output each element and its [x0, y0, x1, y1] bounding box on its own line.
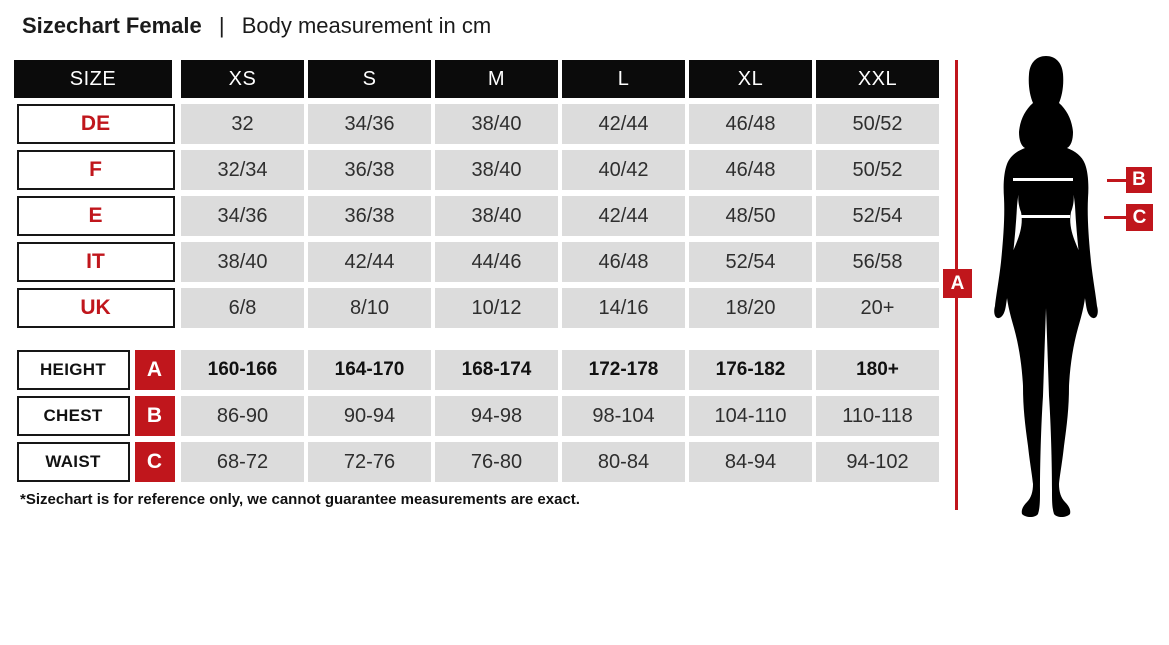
- cell-f-s: 36/38: [308, 150, 431, 190]
- cell-e-xl: 48/50: [689, 196, 812, 236]
- cell-f-xs: 32/34: [181, 150, 304, 190]
- column-header-xl: XL: [689, 60, 812, 98]
- cell-uk-xxl: 20+: [816, 288, 939, 328]
- cell-height-xs: 160-166: [181, 350, 304, 390]
- cell-waist-xl: 84-94: [689, 442, 812, 482]
- cell-height-xl: 176-182: [689, 350, 812, 390]
- row-label-it: IT: [16, 242, 175, 282]
- row-label-waist: WAIST C: [16, 442, 175, 482]
- waist-marker-connector: [1104, 216, 1127, 219]
- column-header-l: L: [562, 60, 685, 98]
- marker-c-badge: C: [134, 442, 175, 482]
- cell-chest-xxl: 110-118: [816, 396, 939, 436]
- cell-chest-m: 94-98: [435, 396, 558, 436]
- cell-e-m: 38/40: [435, 196, 558, 236]
- marker-a-badge: A: [134, 350, 175, 390]
- cell-chest-s: 90-94: [308, 396, 431, 436]
- diagram-marker-c: C: [1126, 204, 1153, 231]
- row-label-height: HEIGHT A: [16, 350, 175, 390]
- cell-it-l: 46/48: [562, 242, 685, 282]
- cell-height-s: 164-170: [308, 350, 431, 390]
- diagram-marker-b: B: [1126, 167, 1152, 193]
- column-header-xxl: XXL: [816, 60, 939, 98]
- cell-f-xxl: 50/52: [816, 150, 939, 190]
- waist-measure-line: [1017, 215, 1070, 218]
- cell-e-l: 42/44: [562, 196, 685, 236]
- title-subtitle: Body measurement in cm: [241, 13, 492, 38]
- row-label-de: DE: [16, 104, 175, 144]
- cell-it-xl: 52/54: [689, 242, 812, 282]
- cell-de-m: 38/40: [435, 104, 558, 144]
- cell-de-xs: 32: [181, 104, 304, 144]
- chest-measure-line: [1013, 178, 1073, 181]
- column-header-size: SIZE: [14, 60, 172, 98]
- cell-uk-xl: 18/20: [689, 288, 812, 328]
- table-section-gap: [14, 334, 939, 344]
- cell-de-xl: 46/48: [689, 104, 812, 144]
- cell-f-m: 38/40: [435, 150, 558, 190]
- cell-it-s: 42/44: [308, 242, 431, 282]
- cell-e-xs: 34/36: [181, 196, 304, 236]
- cell-f-l: 40/42: [562, 150, 685, 190]
- cell-it-m: 44/46: [435, 242, 558, 282]
- cell-height-m: 168-174: [435, 350, 558, 390]
- title-main: Sizechart Female: [22, 13, 202, 38]
- cell-e-s: 36/38: [308, 196, 431, 236]
- cell-waist-xxl: 94-102: [816, 442, 939, 482]
- row-label-uk: UK: [16, 288, 175, 328]
- cell-uk-s: 8/10: [308, 288, 431, 328]
- cell-chest-l: 98-104: [562, 396, 685, 436]
- cell-it-xxl: 56/58: [816, 242, 939, 282]
- chest-marker-connector: [1107, 179, 1127, 182]
- cell-it-xs: 38/40: [181, 242, 304, 282]
- column-header-s: S: [308, 60, 431, 98]
- cell-waist-m: 76-80: [435, 442, 558, 482]
- marker-b-badge: B: [134, 396, 175, 436]
- cell-uk-m: 10/12: [435, 288, 558, 328]
- cell-de-xxl: 50/52: [816, 104, 939, 144]
- cell-waist-l: 80-84: [562, 442, 685, 482]
- column-header-xs: XS: [181, 60, 304, 98]
- title-divider: |: [218, 13, 225, 38]
- female-body-silhouette: [994, 56, 1098, 517]
- cell-e-xxl: 52/54: [816, 196, 939, 236]
- cell-waist-s: 72-76: [308, 442, 431, 482]
- cell-f-xl: 46/48: [689, 150, 812, 190]
- sizechart-table: SIZE XS S M L XL XXL DE 32 34/36 38/40 4…: [14, 60, 939, 482]
- disclaimer-text: *Sizechart is for reference only, we can…: [20, 491, 580, 508]
- column-header-m: M: [435, 60, 558, 98]
- diagram-marker-a: A: [943, 269, 972, 298]
- row-label-e: E: [16, 196, 175, 236]
- cell-de-l: 42/44: [562, 104, 685, 144]
- cell-chest-xl: 104-110: [689, 396, 812, 436]
- cell-waist-xs: 68-72: [181, 442, 304, 482]
- cell-uk-xs: 6/8: [181, 288, 304, 328]
- row-label-chest: CHEST B: [16, 396, 175, 436]
- cell-de-s: 34/36: [308, 104, 431, 144]
- cell-uk-l: 14/16: [562, 288, 685, 328]
- row-label-f: F: [16, 150, 175, 190]
- page-title: Sizechart Female | Body measurement in c…: [22, 13, 491, 39]
- cell-chest-xs: 86-90: [181, 396, 304, 436]
- cell-height-l: 172-178: [562, 350, 685, 390]
- cell-height-xxl: 180+: [816, 350, 939, 390]
